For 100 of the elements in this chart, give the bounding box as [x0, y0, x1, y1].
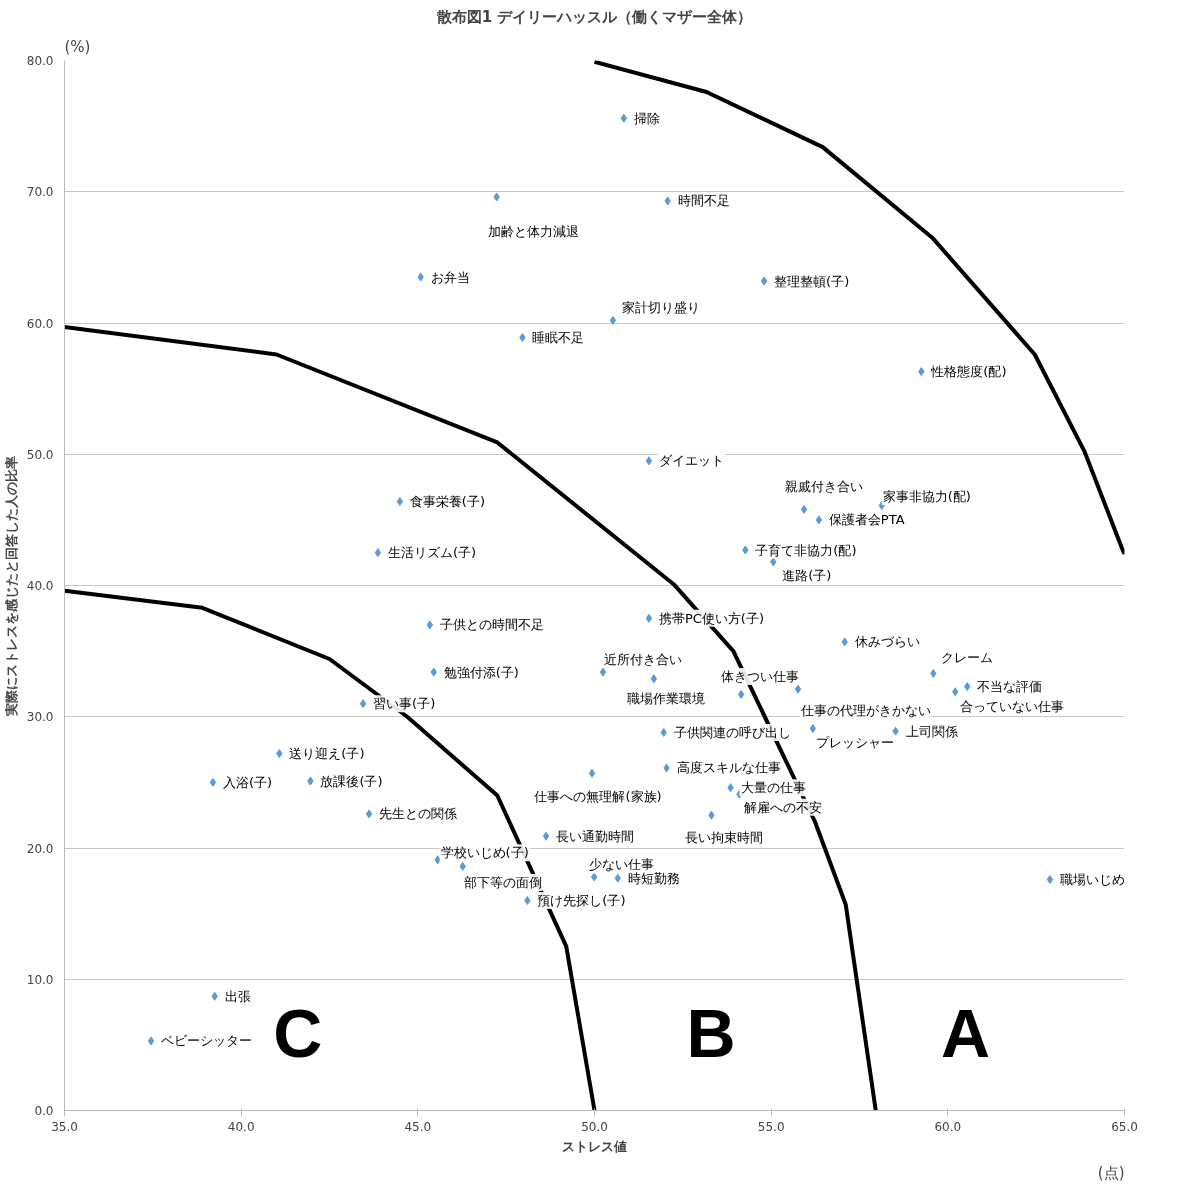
chart-title: 散布図1 デイリーハッスル（働くマザー全体） — [435, 7, 753, 26]
annotation: 掃除 — [633, 110, 660, 126]
annotation: 上司関係 — [905, 723, 958, 739]
x-tick-label: 50.0 — [581, 1119, 608, 1134]
point — [650, 674, 658, 684]
point — [815, 515, 823, 525]
annotation: 時間不足 — [677, 193, 730, 209]
y-tick-label: 60.0 — [26, 316, 54, 331]
annotation: 高度スキルな仕事 — [676, 760, 781, 776]
annotation: C — [273, 994, 323, 1071]
annotation: プレッシャー — [815, 735, 894, 751]
y-tick-label: 10.0 — [26, 972, 54, 987]
annotation: 職場作業環境 — [626, 691, 705, 707]
point — [708, 810, 715, 820]
annotation: 解雇への不安 — [744, 799, 823, 815]
point — [599, 667, 607, 677]
annotation: 親戚付き合い — [785, 478, 864, 494]
annotation: 先生との関係 — [379, 806, 458, 822]
annotation: 進路(子) — [782, 568, 832, 584]
point — [645, 456, 653, 466]
annotation: お弁当 — [430, 269, 470, 285]
annotation: 性格態度(配) — [930, 364, 1007, 380]
point — [434, 855, 441, 865]
annotation: 放課後(子) — [320, 773, 383, 789]
y-axis-title: 実際にストレスを感じたと回答した人の比率 — [3, 455, 19, 717]
y-tick-label: 0.0 — [34, 1104, 54, 1118]
point — [519, 332, 526, 342]
y-tick-label: 20.0 — [26, 841, 54, 856]
y-tick-label: 80.0 — [26, 54, 54, 68]
point — [211, 991, 218, 1001]
annotation: 学校いじめ(子) — [440, 845, 529, 861]
point — [794, 684, 802, 694]
annotation: 家事非協力(配) — [882, 488, 971, 504]
annotation: ダイエット — [658, 453, 724, 469]
annotation: クレーム — [941, 649, 994, 665]
point — [359, 699, 367, 709]
point — [276, 749, 283, 758]
x-tick-label: 35.0 — [51, 1119, 78, 1134]
point — [952, 687, 959, 697]
point — [209, 777, 217, 787]
annotation: 休みづらい — [854, 634, 920, 650]
point — [660, 728, 667, 737]
annotation: 携帯PC使い方(子) — [658, 610, 764, 626]
point — [930, 668, 937, 678]
line-series — [592, 60, 1125, 556]
point — [590, 872, 598, 882]
point — [742, 545, 749, 555]
point — [918, 367, 925, 377]
annotation: 食事栄養(子) — [409, 494, 485, 509]
point — [809, 724, 817, 734]
point — [374, 548, 382, 558]
point — [620, 113, 627, 123]
annotation: 送り迎え(子) — [289, 746, 365, 761]
point — [727, 783, 734, 793]
annotation: 合っていない仕事 — [960, 699, 1065, 715]
annotation: 家計切り盛り — [621, 299, 700, 315]
annotation: 睡眠不足 — [532, 329, 585, 345]
y-tick-label: 40.0 — [26, 579, 54, 593]
annotation: 勉強付添(子) — [443, 664, 519, 680]
point — [430, 667, 437, 677]
annotation: 預け先探し(子) — [537, 893, 626, 908]
text: (点) — [1097, 1163, 1125, 1182]
annotation: 子供との時間不足 — [439, 617, 544, 633]
annotation: 職場いじめ — [1059, 872, 1125, 887]
annotation: B — [686, 994, 736, 1071]
annotation: 長い通勤時間 — [556, 828, 635, 844]
x-tick-label: 65.0 — [1111, 1119, 1138, 1134]
x-tick-label: 55.0 — [757, 1119, 785, 1134]
point — [664, 196, 671, 206]
point — [524, 896, 531, 905]
point — [645, 613, 653, 623]
point — [737, 689, 745, 699]
annotation: 不当な評価 — [977, 679, 1043, 695]
point — [426, 620, 434, 630]
annotation: 大量の仕事 — [740, 780, 806, 796]
point — [663, 763, 670, 773]
point — [609, 315, 617, 325]
annotation: 生活リズム(子) — [387, 545, 477, 561]
annotation: 仕事への無理解(家族) — [533, 788, 662, 804]
point — [760, 276, 768, 286]
point — [542, 831, 550, 841]
annotation: ベビーシッター — [161, 1033, 253, 1049]
annotation: 子供関連の呼び出し — [673, 725, 791, 740]
x-tick-label: 60.0 — [934, 1119, 962, 1134]
point — [396, 497, 403, 506]
x-axis-title: ストレス値 — [562, 1138, 627, 1154]
annotation: 習い事(子) — [373, 696, 436, 712]
annotation: 部下等の面倒 — [463, 874, 542, 890]
point — [417, 272, 424, 282]
y-tick-label: 30.0 — [26, 710, 54, 725]
y-tick-label: 50.0 — [26, 447, 54, 462]
annotation: 保護者会PTA — [828, 512, 905, 528]
annotation: 長い拘束時間 — [685, 829, 764, 845]
point — [588, 768, 596, 778]
annotation: 体きつい仕事 — [721, 668, 800, 684]
annotation: 入浴(子) — [222, 774, 273, 790]
point — [307, 776, 314, 786]
annotation: 整理整頓(子) — [774, 273, 850, 289]
annotation: 加齢と体力減退 — [488, 223, 580, 239]
point — [892, 726, 899, 736]
